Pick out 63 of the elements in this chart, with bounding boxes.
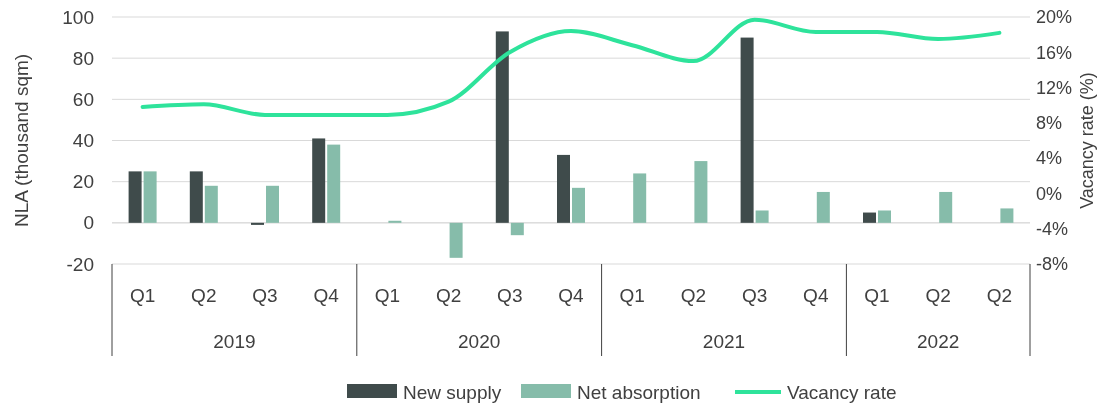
y-tick-label: 40 [72,130,94,152]
bar [510,222,524,236]
bar [1000,208,1014,223]
bar [863,212,876,223]
x-tick-label: Q4 [313,285,340,306]
y2-tick-label: -4% [1036,219,1069,240]
y2-tick-label: 0% [1036,183,1063,204]
y2-tick-label: 12% [1036,77,1073,98]
legend-label: Vacancy rate [787,381,897,403]
y-tick-label: -20 [66,253,94,275]
x-tick-label: Q2 [925,285,951,306]
y-tick-label: 100 [62,6,94,28]
bar [204,185,218,223]
bar [128,171,142,223]
bar [189,171,203,223]
x-tick-label: Q3 [497,285,523,306]
y-axis-title: NLA (thousand sqm) [11,53,32,228]
bar [266,185,279,223]
y-tick-label: 80 [72,47,94,69]
bar [633,173,647,223]
bar [816,191,830,223]
y2-tick-label: -8% [1036,254,1069,275]
text: 2022 [917,331,960,352]
y-tick-label: 60 [72,88,94,110]
x-tick-label: Q1 [374,285,401,306]
text: 2019 [213,331,256,352]
x-tick-label: Q1 [619,285,645,306]
y2-tick-label: 16% [1036,42,1073,63]
bar [694,161,708,223]
bar [495,31,509,223]
x-tick-label: Q2 [680,285,707,306]
y2-tick-label: 4% [1036,148,1063,169]
x-tick-label: Q2 [191,285,217,306]
text: 2021 [702,331,746,352]
y2-axis-title: Vacancy rate (%) [1077,72,1097,209]
x-tick-label: Q4 [803,285,829,306]
x-tick-label: Q2 [986,285,1013,306]
bar [878,210,891,223]
bar [939,191,953,223]
y2-tick-label: 20% [1036,7,1073,28]
bar [557,154,570,223]
x-tick-label: Q2 [435,285,462,306]
bar [449,222,463,258]
bar [740,37,754,223]
x-tick-label: Q1 [129,285,156,306]
bar [251,222,264,225]
line-series [140,17,1002,117]
bar [755,210,769,223]
y2-tick-label: 8% [1036,113,1063,134]
text: 2020 [458,331,501,352]
bar [388,220,402,223]
x-tick-label: Q1 [864,285,890,306]
x-tick-label: Q3 [252,285,278,306]
bar [327,144,341,223]
x-tick-label: Q4 [558,285,585,306]
y-tick-label: 0 [83,212,94,234]
bar [143,171,157,223]
x-tick-label: Q3 [741,285,768,306]
bar [312,138,326,223]
y-tick-label: 20 [72,171,94,193]
bar [572,187,585,223]
legend-label: Net absorption [577,381,701,403]
legend-label: New supply [403,381,502,403]
